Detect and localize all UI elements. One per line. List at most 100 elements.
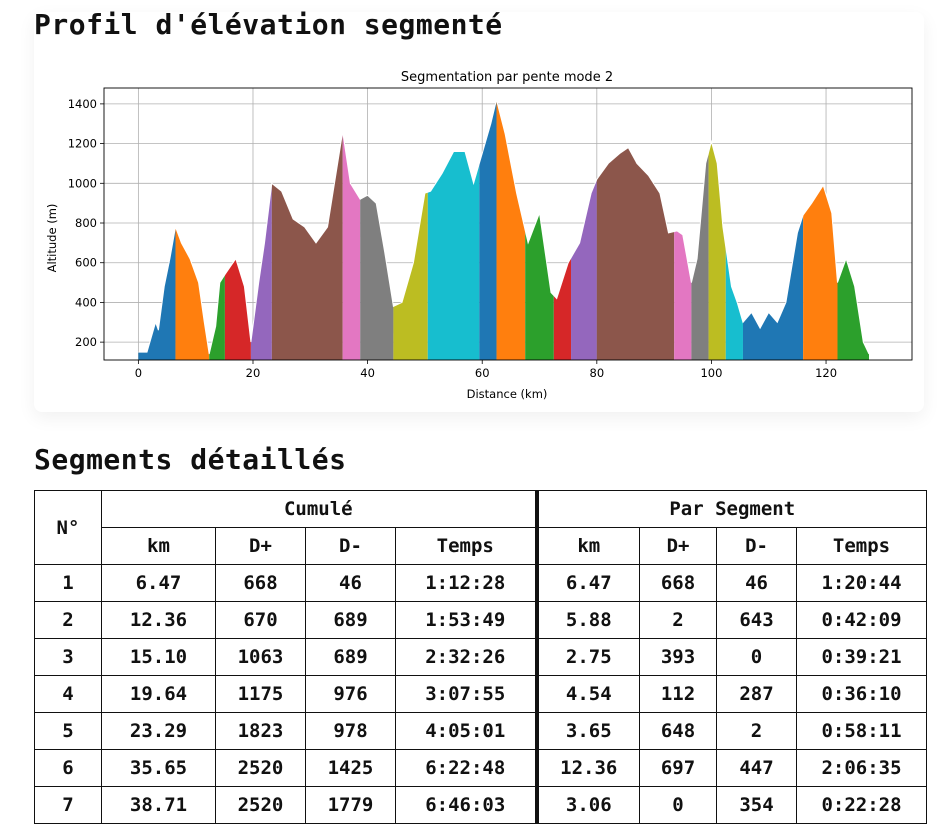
x-tick-label: 20 [246, 366, 261, 380]
elevation-segment-8 [360, 195, 394, 360]
segments-table: N° Cumulé Par Segment km D+ D- Temps km … [34, 490, 928, 824]
cell-cumule-dplus: 2520 [215, 786, 306, 824]
cell-segment-dminus: 354 [716, 786, 798, 824]
table-row: 3 15.10 1063 689 2:32:26 2.75 393 0 0:39:21 [34, 638, 928, 676]
cell-cumule-km: 12.36 [101, 601, 216, 639]
cell-segment-dplus: 668 [639, 564, 718, 602]
header-cumule-temps: Temps [394, 527, 538, 565]
header-segment-temps: Temps [796, 527, 928, 565]
cell-cumule-km: 35.65 [101, 749, 216, 787]
cell-segment-km: 6.47 [534, 564, 641, 602]
cell-cumule-temps: 3:07:55 [394, 675, 538, 713]
y-axis-label: Altitude (m) [45, 204, 59, 273]
cell-segment-dminus: 643 [716, 601, 798, 639]
cell-n: 5 [34, 712, 102, 750]
elevation-segment-16 [596, 147, 675, 360]
table-row: 6 35.65 2520 1425 6:22:48 12.36 697 447 2:06:35 [34, 749, 928, 787]
header-cumule-km: km [101, 527, 216, 565]
cell-n: 6 [34, 749, 102, 787]
cell-cumule-dminus: 689 [305, 638, 396, 676]
cell-cumule-dplus: 1175 [215, 675, 306, 713]
cell-n: 2 [34, 601, 102, 639]
header-cumule: Cumulé [100, 490, 538, 528]
elevation-segment-20 [725, 246, 743, 360]
x-tick-label: 100 [700, 366, 722, 380]
cell-segment-temps: 1:20:44 [796, 564, 928, 602]
cell-segment-km: 2.75 [534, 638, 641, 676]
cell-segment-km: 12.36 [534, 749, 641, 787]
header-cumule-dplus: D+ [215, 527, 306, 565]
cell-cumule-dplus: 670 [215, 601, 306, 639]
elevation-segment-21 [742, 215, 804, 360]
cell-segment-dminus: 447 [716, 749, 798, 787]
y-tick-label: 200 [75, 335, 97, 349]
elevation-segment-22 [803, 185, 838, 360]
cell-cumule-dminus: 978 [305, 712, 396, 750]
table-row: 1 6.47 668 46 1:12:28 6.47 668 46 1:20:44 [34, 564, 928, 602]
cell-segment-dminus: 287 [716, 675, 798, 713]
page-title: Profil d'élévation segmenté [34, 8, 503, 41]
y-tick-label: 1200 [68, 137, 97, 151]
elevation-segment-19 [708, 141, 726, 360]
cell-n: 7 [34, 786, 102, 824]
header-segment-dminus: D- [716, 527, 798, 565]
x-tick-label: 60 [475, 366, 490, 380]
cell-segment-dminus: 0 [716, 638, 798, 676]
header-segment-km: km [534, 527, 641, 565]
elevation-chart: Segmentation par pente mode 2 0 20 40 60 80 1… [45, 70, 913, 401]
x-axis-label: Distance (km) [467, 387, 548, 401]
cell-cumule-dplus: 1063 [215, 638, 306, 676]
elevation-segment-23 [837, 258, 870, 360]
elevation-segment-15 [571, 179, 597, 360]
cell-cumule-dminus: 1425 [305, 749, 396, 787]
y-tick-label: 600 [75, 256, 97, 270]
cell-cumule-dminus: 976 [305, 675, 396, 713]
cell-segment-dplus: 697 [639, 749, 718, 787]
elevation-segment-17 [674, 230, 692, 360]
elevation-segment-4 [224, 258, 251, 360]
elevation-segment-2 [175, 227, 210, 360]
cell-segment-km: 4.54 [534, 675, 641, 713]
x-tick-label: 80 [590, 366, 605, 380]
cell-segment-temps: 0:36:10 [796, 675, 928, 713]
cell-segment-km: 3.65 [534, 712, 641, 750]
cell-n: 1 [34, 564, 102, 602]
cell-cumule-temps: 6:22:48 [394, 749, 538, 787]
cell-segment-dminus: 46 [716, 564, 798, 602]
cell-cumule-km: 6.47 [101, 564, 216, 602]
cell-cumule-dplus: 668 [215, 564, 306, 602]
segments-table-wrap: N° Cumulé Par Segment km D+ D- Temps km … [34, 490, 928, 824]
cell-segment-temps: 0:22:28 [796, 786, 928, 824]
cell-segment-km: 3.06 [534, 786, 641, 824]
segments-title: Segments détaillés [34, 443, 347, 476]
cell-segment-temps: 2:06:35 [796, 749, 928, 787]
cell-cumule-temps: 2:32:26 [394, 638, 538, 676]
cell-segment-dplus: 2 [639, 601, 718, 639]
elevation-segment-13 [525, 213, 554, 360]
y-tick-label: 1400 [68, 97, 97, 111]
cell-cumule-temps: 1:53:49 [394, 601, 538, 639]
elevation-segment-6 [271, 131, 343, 360]
table-row: 4 19.64 1175 976 3:07:55 4.54 112 287 0:36:10 [34, 675, 928, 713]
cell-cumule-dminus: 689 [305, 601, 396, 639]
cell-segment-dplus: 393 [639, 638, 718, 676]
x-tick-label: 0 [135, 366, 142, 380]
cell-cumule-temps: 4:05:01 [394, 712, 538, 750]
table-row: 2 12.36 670 689 1:53:49 5.88 2 643 0:42:09 [34, 601, 928, 639]
cell-cumule-dminus: 46 [305, 564, 396, 602]
cell-cumule-temps: 1:12:28 [394, 564, 538, 602]
cell-segment-temps: 0:42:09 [796, 601, 928, 639]
elevation-segment-10 [427, 151, 480, 360]
cell-cumule-km: 19.64 [101, 675, 216, 713]
cell-segment-km: 5.88 [534, 601, 641, 639]
table-row: 5 23.29 1823 978 4:05:01 3.65 648 2 0:58:11 [34, 712, 928, 750]
elevation-segment-18 [691, 152, 709, 360]
cell-cumule-dplus: 2520 [215, 749, 306, 787]
cell-cumule-dplus: 1823 [215, 712, 306, 750]
x-tick-label: 120 [815, 366, 837, 380]
cell-cumule-temps: 6:46:03 [394, 786, 538, 824]
header-par-segment: Par Segment [534, 490, 928, 528]
header-n: N° [34, 490, 102, 565]
cell-cumule-km: 38.71 [101, 786, 216, 824]
cell-segment-dplus: 0 [639, 786, 718, 824]
